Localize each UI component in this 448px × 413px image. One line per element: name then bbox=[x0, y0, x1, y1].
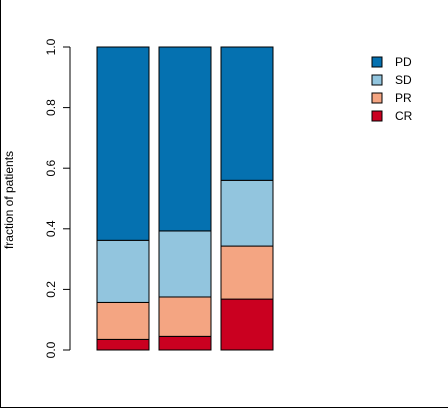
y-tick-label: 0.8 bbox=[44, 99, 58, 116]
bar-segment-sd bbox=[158, 230, 212, 298]
bar-segment-pd bbox=[96, 46, 150, 241]
legend-swatch-cr bbox=[371, 110, 383, 122]
y-axis: 0.0 0.2 0.4 0.6 0.8 1.0 bbox=[44, 38, 71, 358]
bar-segment-pr bbox=[220, 245, 274, 300]
bar-segment-sd bbox=[96, 239, 150, 303]
legend-label-pr: PR bbox=[395, 91, 412, 105]
y-axis-label: fraction of patients bbox=[2, 151, 16, 249]
bar-segment-cr bbox=[220, 298, 274, 351]
bar-segment-cr bbox=[96, 338, 150, 351]
legend-label-pd: PD bbox=[395, 55, 412, 69]
legend-swatch-pr bbox=[371, 92, 383, 104]
bar-segment-pr bbox=[96, 301, 150, 340]
y-tick-label: 0.0 bbox=[44, 341, 58, 358]
y-tick-label: 0.2 bbox=[44, 281, 58, 298]
legend: PD SD PR CR bbox=[371, 55, 413, 123]
bar-segment-cr bbox=[158, 335, 212, 351]
y-tick-label: 0.6 bbox=[44, 160, 58, 177]
bars bbox=[96, 46, 274, 351]
left-border bbox=[0, 0, 1, 408]
y-tick-label: 0.4 bbox=[44, 220, 58, 237]
legend-label-cr: CR bbox=[395, 109, 413, 123]
bar-segment-pr bbox=[158, 296, 212, 337]
legend-label-sd: SD bbox=[395, 73, 412, 87]
bar-segment-pd bbox=[220, 46, 274, 181]
bar-segment-sd bbox=[220, 179, 274, 247]
legend-swatch-pd bbox=[371, 56, 383, 68]
y-tick-label: 1.0 bbox=[44, 38, 58, 55]
legend-swatch-sd bbox=[371, 74, 383, 86]
bar-segment-pd bbox=[158, 46, 212, 232]
